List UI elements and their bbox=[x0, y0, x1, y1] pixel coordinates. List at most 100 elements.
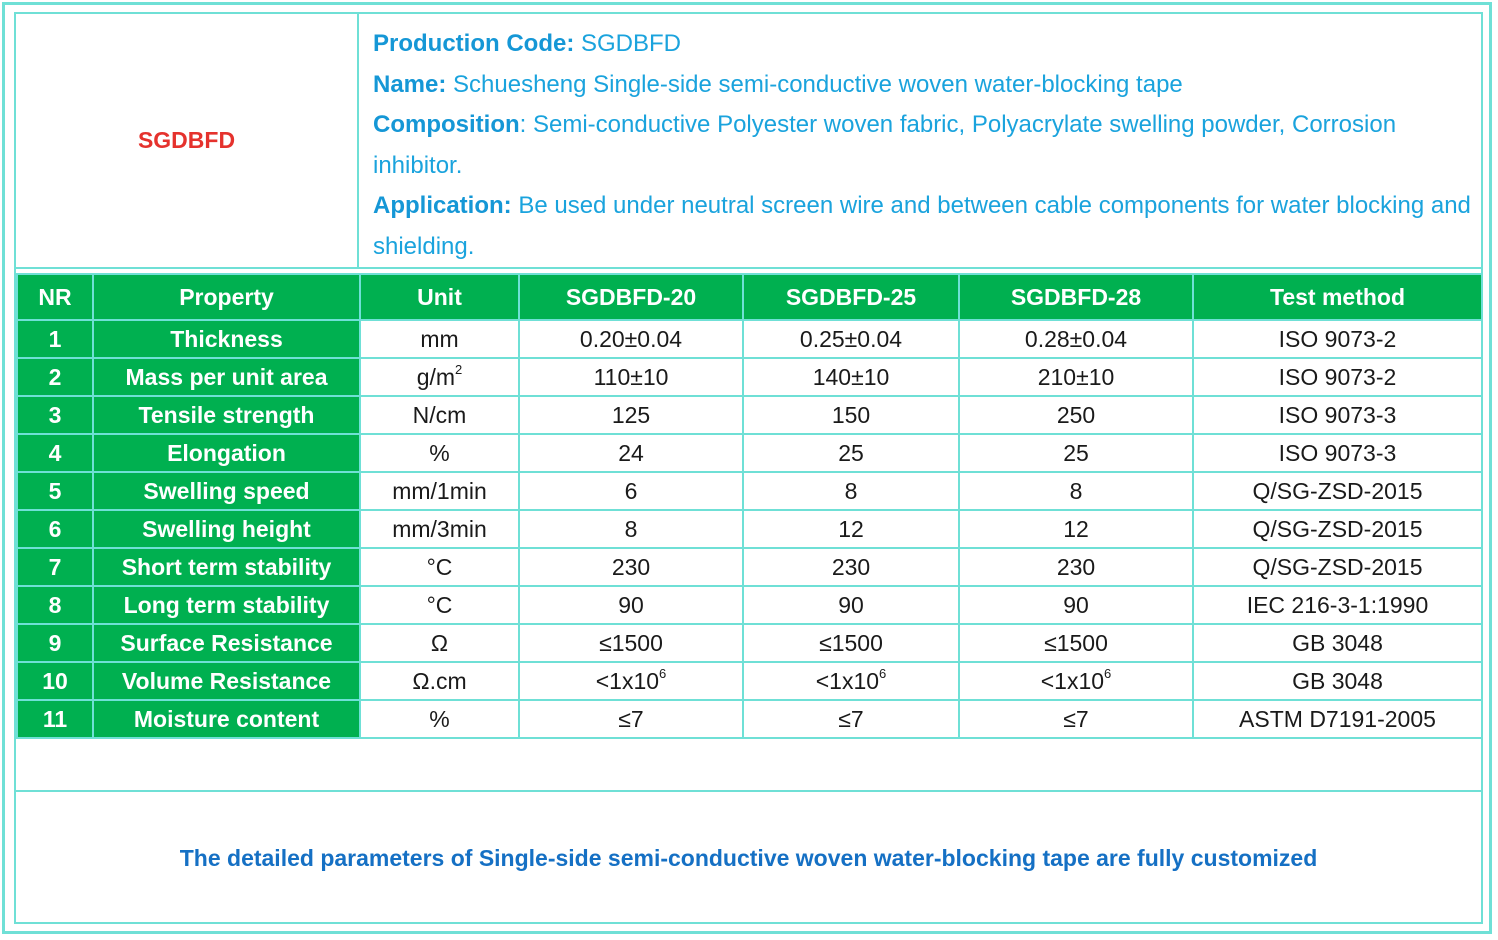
row-property: Long term stability bbox=[92, 585, 361, 625]
table-row: 6 Swelling height mm/3min 8 12 12 Q/SG-ZSD-201… bbox=[16, 509, 1483, 549]
table-row: 8 Long term stability °C 90 90 90 IEC 216-3-1:… bbox=[16, 585, 1483, 625]
row-unit: N/cm bbox=[359, 395, 520, 435]
row-property: Thickness bbox=[92, 319, 361, 359]
row-nr: 1 bbox=[16, 319, 94, 359]
col-header-sgdbfd-25: SGDBFD-25 bbox=[742, 273, 960, 321]
row-test-method: ISO 9073-3 bbox=[1192, 433, 1483, 473]
row-test-method: ISO 9073-3 bbox=[1192, 395, 1483, 435]
production-code-line: Production Code: SGDBFD bbox=[373, 30, 682, 57]
table-header-row: NR Property Unit SGDBFD-20 SGDBFD-25 SGD… bbox=[16, 273, 1483, 321]
row-sgdbfd-25: 150 bbox=[742, 395, 960, 435]
row-sgdbfd-28: 25 bbox=[958, 433, 1194, 473]
row-unit: Ω bbox=[359, 623, 520, 663]
row-sgdbfd-20: ≤1500 bbox=[518, 623, 744, 663]
row-sgdbfd-20: 110±10 bbox=[518, 357, 744, 397]
row-sgdbfd-25: 90 bbox=[742, 585, 960, 625]
table-body: 1 Thickness mm 0.20±0.04 0.25±0.04 0.28±0.04 I… bbox=[16, 319, 1483, 739]
row-unit: % bbox=[359, 699, 520, 739]
row-sgdbfd-28: ≤7 bbox=[958, 699, 1194, 739]
product-code-cell: SGDBFD bbox=[16, 14, 359, 267]
row-sgdbfd-20: 230 bbox=[518, 547, 744, 587]
row-sgdbfd-20: 6 bbox=[518, 471, 744, 511]
row-sgdbfd-25: 0.25±0.04 bbox=[742, 319, 960, 359]
row-nr: 8 bbox=[16, 585, 94, 625]
row-property: Short term stability bbox=[92, 547, 361, 587]
table-row: 10 Volume Resistance Ω.cm <1x106 <1x106 <1x10… bbox=[16, 661, 1483, 701]
row-unit: g/m2 bbox=[359, 357, 520, 397]
row-unit: mm/3min bbox=[359, 509, 520, 549]
superscript: 6 bbox=[879, 665, 887, 681]
row-nr: 7 bbox=[16, 547, 94, 587]
row-sgdbfd-28: 0.28±0.04 bbox=[958, 319, 1194, 359]
row-unit: mm/1min bbox=[359, 471, 520, 511]
product-description: Production Code: SGDBFD Name: Schuesheng… bbox=[359, 14, 1481, 267]
table-row: 11 Moisture content% ≤7 ≤7 ≤7 ASTM D7191-2005 bbox=[16, 699, 1483, 739]
divider bbox=[16, 790, 1481, 792]
row-nr: 3 bbox=[16, 395, 94, 435]
col-header-sgdbfd-20: SGDBFD-20 bbox=[518, 273, 744, 321]
row-test-method: ASTM D7191-2005 bbox=[1192, 699, 1483, 739]
row-unit: Ω.cm bbox=[359, 661, 520, 701]
table-row: 7 Short term stability °C 230 230 230 Q/SG-ZSD… bbox=[16, 547, 1483, 587]
name-line: Name: Schuesheng Single-side semi-conduc… bbox=[373, 70, 1183, 98]
row-sgdbfd-20: 0.20±0.04 bbox=[518, 319, 744, 359]
row-sgdbfd-28: ≤1500 bbox=[958, 623, 1194, 663]
product-code: SGDBFD bbox=[137, 127, 236, 153]
row-test-method: Q/SG-ZSD-2015 bbox=[1192, 547, 1483, 587]
row-test-method: GB 3048 bbox=[1192, 623, 1483, 663]
row-sgdbfd-20: <1x106 bbox=[518, 661, 744, 701]
row-test-method: ISO 9073-2 bbox=[1192, 357, 1483, 397]
customization-note: The detailed parameters of Single-side s… bbox=[179, 844, 1318, 871]
row-sgdbfd-28: 90 bbox=[958, 585, 1194, 625]
row-sgdbfd-25: 230 bbox=[742, 547, 960, 587]
row-nr: 10 bbox=[16, 661, 94, 701]
row-unit: % bbox=[359, 433, 520, 473]
row-nr: 2 bbox=[16, 357, 94, 397]
row-property: Mass per unit area bbox=[92, 357, 361, 397]
superscript: 6 bbox=[1104, 665, 1112, 681]
row-property: Tensile strength bbox=[92, 395, 361, 435]
col-header-test-method: Test method bbox=[1192, 273, 1483, 321]
row-sgdbfd-25: <1x106 bbox=[742, 661, 960, 701]
table-row: 2 Mass per unit area g/m2 110±10 140±10 210±1… bbox=[16, 357, 1483, 397]
row-sgdbfd-25: 12 bbox=[742, 509, 960, 549]
table-row: 9 Surface Resistance Ω ≤1500 ≤1500 ≤1500 GB 30… bbox=[16, 623, 1483, 663]
row-sgdbfd-28: 210±10 bbox=[958, 357, 1194, 397]
row-nr: 4 bbox=[16, 433, 94, 473]
row-sgdbfd-28: 8 bbox=[958, 471, 1194, 511]
row-unit: °C bbox=[359, 547, 520, 587]
row-nr: 11 bbox=[16, 699, 94, 739]
col-header-unit: Unit bbox=[359, 273, 520, 321]
col-header-nr: NR bbox=[16, 273, 94, 321]
col-header-sgdbfd-28: SGDBFD-28 bbox=[958, 273, 1194, 321]
row-test-method: Q/SG-ZSD-2015 bbox=[1192, 471, 1483, 511]
superscript: 2 bbox=[455, 361, 463, 377]
row-sgdbfd-28: 230 bbox=[958, 547, 1194, 587]
row-sgdbfd-25: 25 bbox=[742, 433, 960, 473]
row-sgdbfd-25: 8 bbox=[742, 471, 960, 511]
table-row: 5 Swelling speed mm/1min 6 8 8 Q/SG-ZSD-2015 bbox=[16, 471, 1483, 511]
row-sgdbfd-25: ≤1500 bbox=[742, 623, 960, 663]
row-test-method: Q/SG-ZSD-2015 bbox=[1192, 509, 1483, 549]
row-sgdbfd-20: 8 bbox=[518, 509, 744, 549]
row-unit: °C bbox=[359, 585, 520, 625]
row-property: Surface Resistance bbox=[92, 623, 361, 663]
row-sgdbfd-25: ≤7 bbox=[742, 699, 960, 739]
application-line: Application: Be used under neutral scree… bbox=[373, 192, 1471, 260]
row-sgdbfd-20: 24 bbox=[518, 433, 744, 473]
row-test-method: IEC 216-3-1:1990 bbox=[1192, 585, 1483, 625]
row-property: Moisture content bbox=[92, 699, 361, 739]
properties-table: NR Property Unit SGDBFD-20 SGDBFD-25 SGD… bbox=[16, 273, 1483, 739]
row-property: Elongation bbox=[92, 433, 361, 473]
table-row: 4 Elongation% 24 25 25 ISO 9073-3 bbox=[16, 433, 1483, 473]
composition-line: Composition: Semi-conductive Polyester w… bbox=[373, 111, 1397, 179]
row-sgdbfd-20: 90 bbox=[518, 585, 744, 625]
row-test-method: ISO 9073-2 bbox=[1192, 319, 1483, 359]
row-property: Swelling speed bbox=[92, 471, 361, 511]
row-sgdbfd-20: ≤7 bbox=[518, 699, 744, 739]
row-nr: 5 bbox=[16, 471, 94, 511]
row-nr: 9 bbox=[16, 623, 94, 663]
spec-sheet: SGDBFD Production Code: SGDBFD Name: Sch… bbox=[14, 12, 1483, 924]
row-sgdbfd-28: 250 bbox=[958, 395, 1194, 435]
col-header-property: Property bbox=[92, 273, 361, 321]
